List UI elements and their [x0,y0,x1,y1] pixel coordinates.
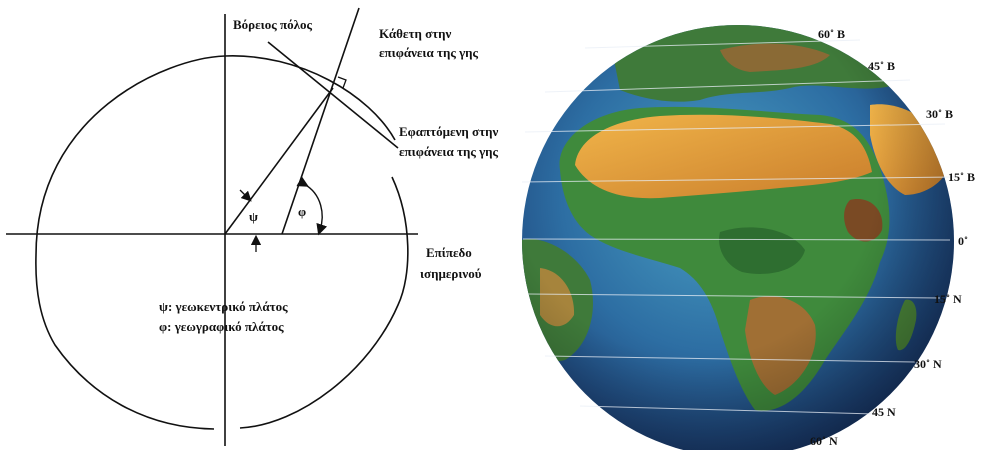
tangent-label-line2: επιφάνεια της γης [399,144,499,159]
equator-plane-label-line2: ισημερινού [420,266,482,281]
lat-line-15s [527,293,941,299]
lat-label-30b: 30˚ Β [926,107,953,121]
latitude-lines [521,39,956,415]
lat-line-15n [521,176,956,183]
legend-psi: ψ: γεωκεντρικό πλάτος [159,299,288,314]
legend-phi: φ: γεωγραφικό πλάτος [159,319,284,334]
lat-label-45b: 45˚ Β [868,59,895,73]
psi-symbol: ψ [249,209,258,224]
lat-line-45n [544,79,911,93]
lat-label-15n: 15˚ Ν [934,292,962,306]
earth-ellipse [35,55,396,256]
normal-line [281,7,360,235]
lat-label-60n: 60˚ Ν [810,434,838,448]
globe-shading [522,25,954,450]
latitude-diagram: ψ φ Βόρειος πόλος Κάθετη στην επιφάνεια … [6,7,499,446]
tangent-label-line1: Εφαπτόμενη στην [399,124,498,139]
lat-line-30n [524,123,946,133]
normal-label-line2: επιφάνεια της γης [379,45,479,60]
phi-symbol: φ [298,204,306,219]
north-pole-label: Βόρειος πόλος [233,17,312,32]
phi-angle-arc [296,176,328,236]
tangent-line [267,41,399,149]
globe-image: 60˚ Β 45˚ Β 30˚ Β 15˚ Β 0˚ 15˚ Ν 30˚ Ν 4… [521,25,975,450]
lat-label-0: 0˚ [958,234,968,248]
earth-ellipse-bottom-left [35,254,215,430]
normal-label-line1: Κάθετη στην [379,26,452,41]
lat-label-60b: 60˚ Β [818,27,845,41]
psi-arrow-top [239,189,252,202]
right-angle-marker [337,76,347,89]
lat-line-30s [544,355,916,363]
lat-label-30n: 30˚ Ν [914,357,942,371]
lat-label-15b: 15˚ Β [948,170,975,184]
earth-ellipse-right [239,176,409,429]
equator-plane-label-line1: Επίπεδο [426,245,472,260]
lat-line-0 [522,238,951,241]
geocentric-radius-line [224,87,334,235]
lat-line-45s [579,405,876,415]
lat-label-45n: 45 Ν [872,405,896,419]
lat-line-60n [584,39,861,49]
